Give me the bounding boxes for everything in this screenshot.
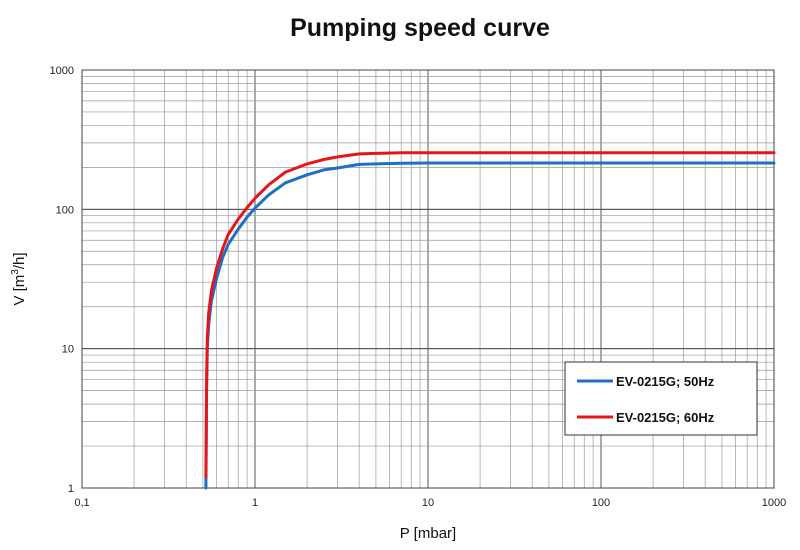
y-tick-label: 10 [62, 344, 74, 356]
x-tick-label: 1 [252, 497, 258, 509]
series-line-0 [204, 161, 776, 490]
x-tick-label: 100 [592, 497, 610, 509]
x-axis-label: P [mbar] [400, 525, 456, 542]
legend-label-50hz: EV-0215G; 50Hz [616, 374, 715, 389]
plot-area-border [81, 69, 775, 489]
x-tick-labels: 0,1 1 10 100 1000 [74, 497, 786, 509]
y-tick-label: 1000 [50, 65, 74, 77]
y-tick-label: 1 [68, 483, 74, 495]
y-axis-label-main: V [m [11, 275, 28, 306]
y-tick-label: 100 [56, 204, 74, 216]
legend-box [564, 361, 758, 436]
legend: EV-0215G; 50Hz EV-0215G; 60Hz [564, 361, 758, 436]
x-tick-label: 0,1 [74, 497, 89, 509]
x-tick-label: 10 [422, 497, 434, 509]
y-axis-label: V [m3/h] [10, 252, 28, 305]
legend-label-60hz: EV-0215G; 60Hz [616, 410, 715, 425]
series-lines [204, 151, 776, 490]
y-tick-labels: 1 10 100 1000 [50, 65, 74, 495]
x-tick-label: 1000 [762, 497, 786, 509]
y-axis-label-tail: /h] [11, 252, 28, 269]
series-line-1 [204, 151, 776, 479]
chart-title: Pumping speed curve [290, 14, 550, 42]
y-axis-label-sup: 3 [10, 269, 21, 275]
